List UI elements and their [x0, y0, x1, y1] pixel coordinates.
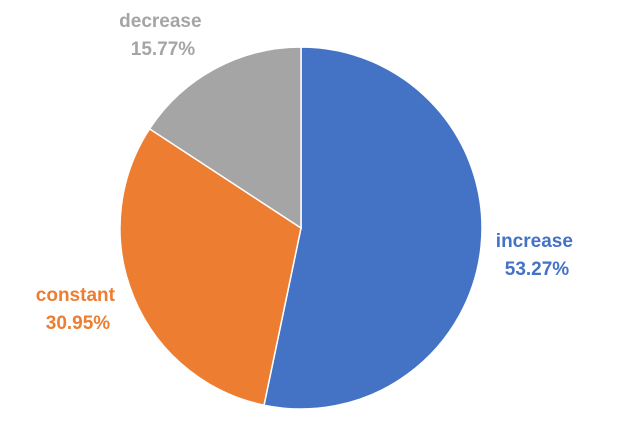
- label-constant-percent: 30.95%: [46, 313, 111, 334]
- label-decrease-name: decrease: [119, 11, 201, 32]
- label-constant-name: constant: [36, 285, 116, 306]
- pie-slice-decrease: [148, 46, 302, 230]
- label-constant: constant 30.95%: [36, 285, 120, 334]
- label-decrease: decrease 15.77%: [119, 11, 207, 60]
- pie-slice-increase: [263, 46, 483, 410]
- label-decrease-percent: 15.77%: [131, 39, 196, 60]
- pie-slices: [119, 46, 483, 410]
- label-increase-percent: 53.27%: [505, 259, 570, 280]
- label-increase-name: increase: [496, 231, 573, 252]
- label-increase: increase 53.27%: [496, 231, 578, 280]
- pie-slice-constant: [119, 127, 302, 407]
